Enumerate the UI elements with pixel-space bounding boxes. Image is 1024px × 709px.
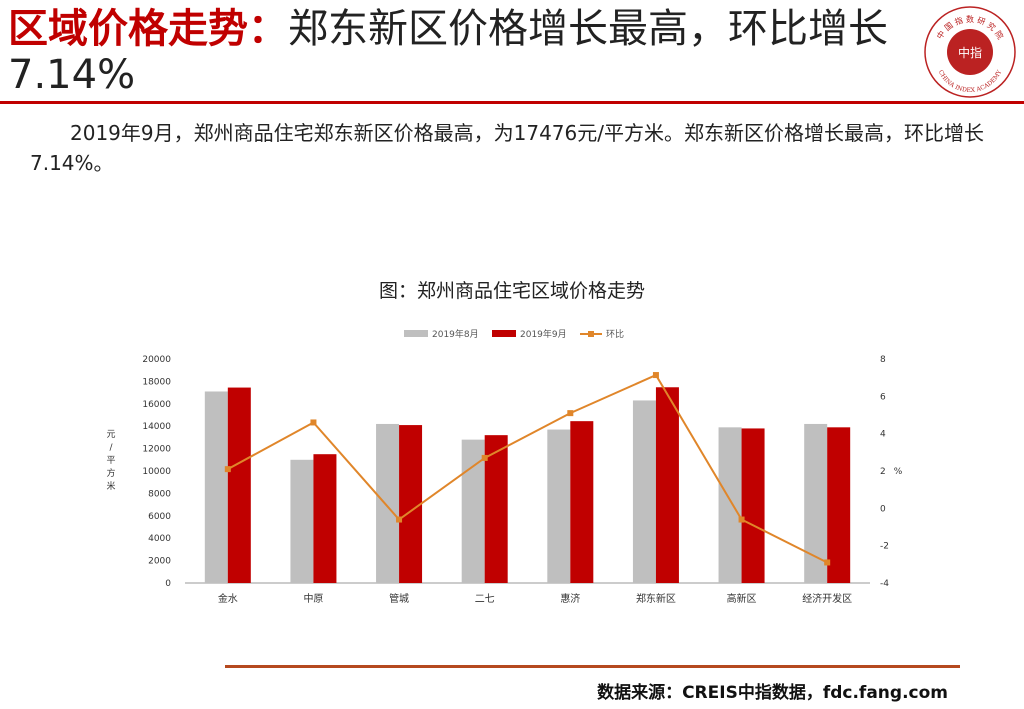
footer-divider [225,665,960,668]
y-axis-label-right: % [894,467,903,477]
title-highlight: 区域价格走势： [8,6,288,52]
page-title: 区域价格走势：郑东新区价格增长最高，环比增长7.14% [8,6,908,98]
mom-point [824,559,831,566]
x-tick-label: 金水 [218,592,238,605]
x-tick-label: 中原 [303,592,323,605]
y-tick-label-right: 8 [880,355,886,365]
mom-point [652,372,659,379]
bar-sep [741,428,765,583]
y-axis-label-char: / [109,443,113,453]
x-tick-label: 高新区 [727,592,757,605]
y-tick-label-left: 0 [165,579,171,589]
y-tick-label-right: 0 [880,504,886,514]
y-tick-label-left: 14000 [142,422,171,432]
bar-sep [484,435,508,583]
bar-sep [227,387,251,583]
chart-title: 图：郑州商品住宅区域价格走势 [378,280,645,302]
y-tick-label-right: -2 [880,542,889,552]
y-tick-label-left: 10000 [142,467,171,477]
y-tick-label-right: 2 [880,467,886,477]
title-rest: 郑东新区价格增长最高，环比增长7.14% [8,6,888,98]
y-tick-label-left: 12000 [142,445,171,455]
legend-swatch [492,330,516,337]
y-axis-label-char: 平 [106,455,115,466]
legend-label: 环比 [606,328,624,340]
y-tick-label-left: 16000 [142,400,171,410]
y-tick-label-right: 4 [880,430,886,440]
bar-sep [655,387,679,583]
title-divider [0,101,1024,104]
y-tick-label-left: 20000 [142,355,171,365]
bar-aug [632,400,656,583]
bar-aug [376,423,400,583]
y-tick-label-left: 6000 [148,512,171,522]
y-tick-label-right: 6 [880,392,886,402]
mom-point [310,419,317,426]
y-tick-label-left: 18000 [142,377,171,387]
logo-center-text: 中指 [958,45,982,60]
y-axis-label-char: 元 [106,430,115,440]
bar-aug [547,429,571,583]
mom-point [224,466,231,473]
x-tick-label: 二七 [475,593,495,605]
china-index-academy-logo: 中 国 指 数 研 究 院 CHINA INDEX ACADEMY 中指 [924,6,1016,98]
y-tick-label-left: 8000 [148,489,171,499]
bar-sep [570,421,594,583]
bar-aug [804,423,828,583]
y-tick-label-right: -4 [880,579,889,589]
y-tick-label-left: 4000 [148,534,171,544]
mom-point [738,516,745,523]
x-tick-label: 郑东新区 [636,592,676,605]
y-axis-label-char: 方 [106,467,115,479]
mom-point [567,410,574,417]
bar-sep [399,425,423,583]
mom-line [227,373,828,564]
bar-aug [461,439,485,583]
bar-aug [290,459,314,583]
legend-label: 2019年9月 [520,328,567,340]
bar-aug [204,391,228,583]
y-axis-label-char: 米 [106,480,115,492]
x-tick-label: 惠济 [560,592,580,605]
mom-point [481,454,488,461]
legend-swatch [404,330,428,337]
bar-sep [827,427,851,583]
bar-aug [718,427,742,583]
data-source: 数据来源：CREIS中指数据，fdc.fang.com [597,683,948,703]
x-tick-label: 经济开发区 [802,592,852,605]
x-tick-label: 管城 [389,592,409,605]
mom-point [396,516,403,523]
intro-paragraph: 2019年9月，郑州商品住宅郑东新区价格最高，为17476元/平方米。郑东新区价… [30,121,984,175]
y-tick-label-left: 2000 [148,557,171,567]
legend-label: 2019年8月 [432,328,479,340]
legend-marker [588,331,594,337]
bar-sep [313,454,337,583]
